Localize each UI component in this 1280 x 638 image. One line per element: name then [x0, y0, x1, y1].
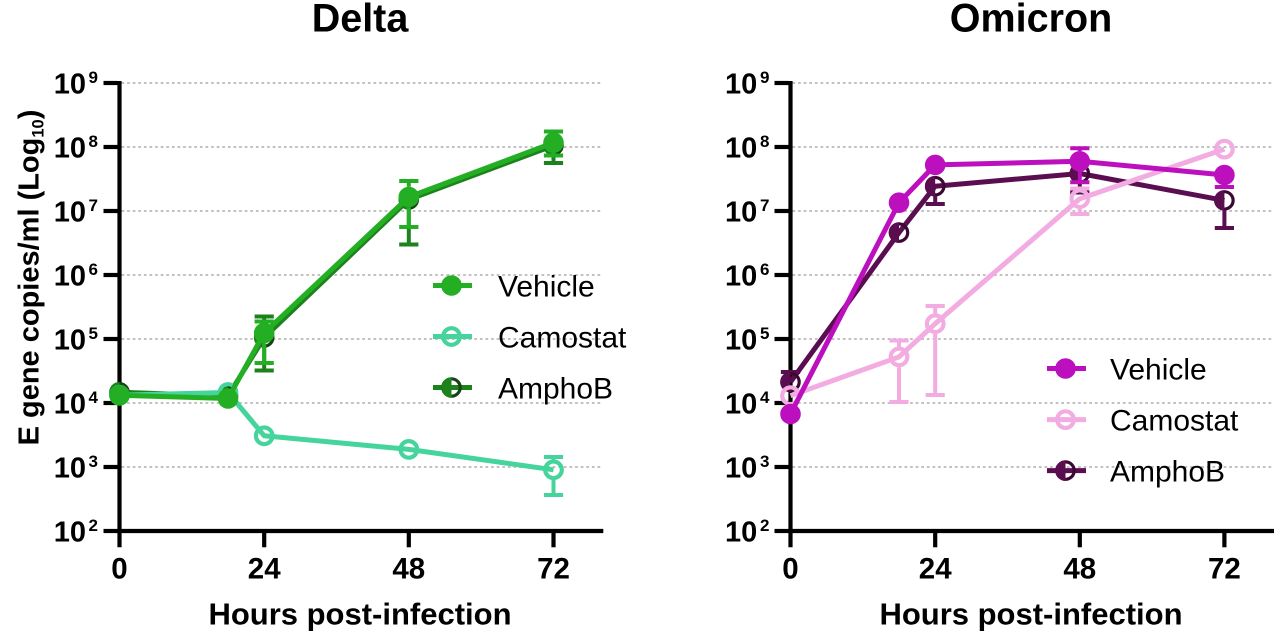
- svg-text:10: 10: [725, 261, 757, 293]
- svg-text:10: 10: [725, 517, 757, 549]
- svg-text:6: 6: [89, 260, 98, 279]
- svg-text:9: 9: [760, 68, 769, 87]
- svg-text:3: 3: [760, 452, 769, 471]
- svg-text:AmphoB: AmphoB: [1110, 456, 1225, 489]
- svg-text:Camostat: Camostat: [1110, 405, 1239, 438]
- svg-text:24: 24: [248, 553, 281, 586]
- svg-text:10: 10: [54, 453, 86, 485]
- svg-text:48: 48: [1063, 553, 1096, 586]
- svg-text:72: 72: [1208, 553, 1241, 586]
- svg-text:10: 10: [725, 197, 757, 229]
- svg-text:5: 5: [89, 324, 98, 343]
- svg-text:Vehicle: Vehicle: [498, 271, 595, 304]
- svg-text:4: 4: [760, 388, 770, 407]
- svg-text:8: 8: [89, 132, 98, 151]
- svg-text:7: 7: [760, 196, 769, 215]
- svg-text:Delta: Delta: [312, 0, 410, 41]
- svg-text:6: 6: [760, 260, 769, 279]
- svg-text:72: 72: [537, 553, 570, 586]
- svg-text:E gene copies/ml (Log10): E gene copies/ml (Log10): [14, 110, 48, 446]
- svg-text:10: 10: [725, 133, 757, 165]
- svg-text:10: 10: [725, 453, 757, 485]
- svg-text:0: 0: [782, 553, 798, 586]
- svg-text:10: 10: [54, 325, 86, 357]
- svg-text:10: 10: [54, 133, 86, 165]
- svg-text:2: 2: [89, 516, 98, 535]
- svg-text:10: 10: [725, 389, 757, 421]
- svg-text:Omicron: Omicron: [950, 0, 1112, 41]
- svg-text:3: 3: [89, 452, 98, 471]
- svg-text:8: 8: [760, 132, 769, 151]
- svg-text:Camostat: Camostat: [498, 322, 627, 355]
- svg-text:Hours post-infection: Hours post-infection: [879, 597, 1182, 632]
- svg-text:10: 10: [54, 69, 86, 101]
- svg-text:10: 10: [54, 389, 86, 421]
- svg-text:Vehicle: Vehicle: [1110, 354, 1207, 387]
- svg-text:24: 24: [919, 553, 952, 586]
- svg-text:10: 10: [54, 197, 86, 229]
- svg-text:0: 0: [111, 553, 127, 586]
- svg-text:10: 10: [54, 261, 86, 293]
- svg-text:10: 10: [725, 69, 757, 101]
- svg-text:2: 2: [760, 516, 769, 535]
- svg-text:AmphoB: AmphoB: [498, 373, 613, 406]
- svg-text:Hours post-infection: Hours post-infection: [208, 597, 511, 632]
- svg-text:7: 7: [89, 196, 98, 215]
- svg-text:9: 9: [89, 68, 98, 87]
- svg-text:4: 4: [89, 388, 99, 407]
- svg-text:10: 10: [54, 517, 86, 549]
- svg-text:10: 10: [725, 325, 757, 357]
- svg-text:5: 5: [760, 324, 769, 343]
- svg-text:48: 48: [392, 553, 425, 586]
